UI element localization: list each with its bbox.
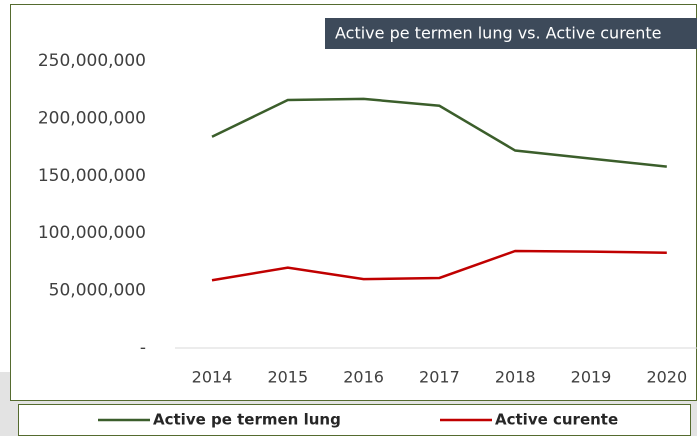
chart-frame bbox=[10, 4, 697, 401]
x-tick-label: 2015 bbox=[267, 368, 308, 387]
x-tick-label: 2018 bbox=[495, 368, 536, 387]
series-line bbox=[211, 97, 667, 168]
legend-box bbox=[18, 404, 691, 436]
x-tick-label: 2016 bbox=[343, 368, 384, 387]
title-box bbox=[325, 18, 697, 49]
x-tick-label: 2020 bbox=[646, 368, 687, 387]
y-tick-label: 150,000,000 bbox=[38, 166, 146, 186]
x-tick-label: 2019 bbox=[571, 368, 612, 387]
legend-label: Active curente bbox=[495, 411, 618, 429]
y-tick-label: - bbox=[140, 338, 146, 358]
chart-title: Active pe termen lung vs. Active curente bbox=[335, 24, 662, 43]
y-tick-label: 250,000,000 bbox=[38, 51, 146, 71]
y-tick-label: 50,000,000 bbox=[49, 281, 146, 301]
legend-label: Active pe termen lung bbox=[153, 411, 341, 429]
y-tick-label: 100,000,000 bbox=[38, 223, 146, 243]
x-tick-label: 2014 bbox=[192, 368, 233, 387]
x-tick-label: 2017 bbox=[419, 368, 460, 387]
y-tick-label: 200,000,000 bbox=[38, 108, 146, 128]
series-line bbox=[211, 249, 667, 282]
